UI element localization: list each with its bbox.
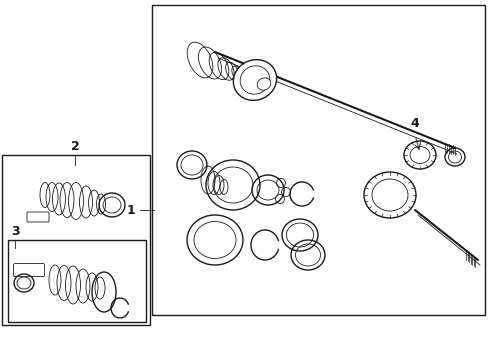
Bar [2, 155, 150, 325]
Text: 4: 4 [411, 117, 419, 130]
Bar [8, 240, 146, 322]
Ellipse shape [233, 60, 277, 100]
Text: 3: 3 [11, 225, 19, 238]
Ellipse shape [240, 66, 270, 94]
Bar [152, 5, 485, 315]
Text: 1: 1 [126, 203, 135, 216]
Ellipse shape [257, 78, 271, 90]
Text: 2: 2 [71, 140, 79, 153]
